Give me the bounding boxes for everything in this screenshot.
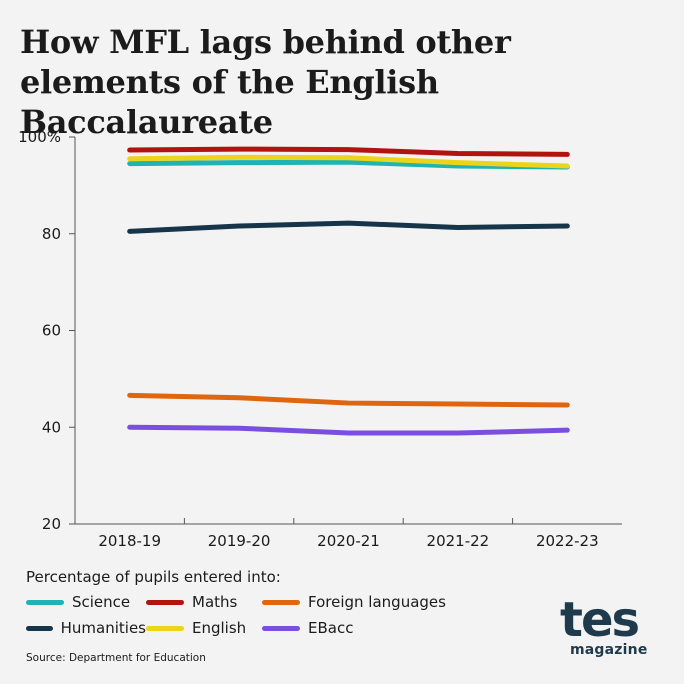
y-tick-label: 60 — [42, 322, 61, 340]
y-tick-label: 40 — [42, 418, 61, 436]
legend-swatch-foreign-languages — [262, 599, 300, 605]
y-tick-label: 20 — [42, 515, 61, 533]
legend-swatch-science — [26, 599, 64, 605]
legend-swatch-maths — [146, 599, 184, 605]
legend-item-ebacc: EBacc — [262, 618, 482, 638]
legend-label-maths: Maths — [192, 593, 238, 611]
series-line-english — [127, 154, 570, 169]
logo-wordmark: tes — [560, 592, 640, 648]
legend-title: Percentage of pupils entered into: — [26, 568, 281, 586]
legend-swatch-english — [146, 625, 184, 631]
axes — [69, 136, 622, 525]
tes-magazine-logo: tes magazine — [560, 596, 660, 666]
chart-title: How MFL lags behind other elements of th… — [20, 23, 511, 141]
legend-label-english: English — [192, 619, 247, 637]
legend: Science Maths Foreign languages Humaniti… — [26, 592, 546, 638]
legend-swatch-ebacc — [262, 625, 300, 631]
series-line-science — [127, 159, 570, 170]
x-tick-label: 2020-21 — [317, 532, 380, 550]
logo-subtitle: magazine — [570, 642, 648, 658]
x-tick-label: 2019-20 — [208, 532, 271, 550]
legend-label-humanities: Humanities — [60, 619, 146, 637]
source-note: Source: Department for Education — [26, 652, 206, 664]
legend-item-foreign-languages: Foreign languages — [262, 592, 482, 612]
legend-swatch-humanities — [26, 625, 53, 631]
x-tick-label: 2021-22 — [427, 532, 490, 550]
legend-label-foreign-languages: Foreign languages — [308, 593, 446, 611]
series-line-ebacc — [127, 424, 570, 436]
legend-item-humanities: Humanities — [26, 618, 146, 638]
x-tick-label: 2022-23 — [536, 532, 599, 550]
tick-labels: 20 40 60 80 100% 2018-19 2019-20 2020-21 2021-22… — [18, 128, 599, 550]
series-line-maths — [127, 146, 570, 157]
legend-item-english: English — [146, 618, 262, 638]
legend-item-science: Science — [26, 592, 146, 612]
x-tick-label: 2018-19 — [98, 532, 161, 550]
legend-item-maths: Maths — [146, 592, 262, 612]
series-line-foreign-languages — [127, 392, 570, 408]
legend-label-ebacc: EBacc — [308, 619, 354, 637]
legend-label-science: Science — [72, 593, 131, 611]
series-line-humanities — [127, 220, 570, 234]
y-tick-label: 80 — [42, 225, 61, 243]
y-tick-label: 100% — [18, 128, 61, 146]
series-lines — [127, 146, 570, 436]
